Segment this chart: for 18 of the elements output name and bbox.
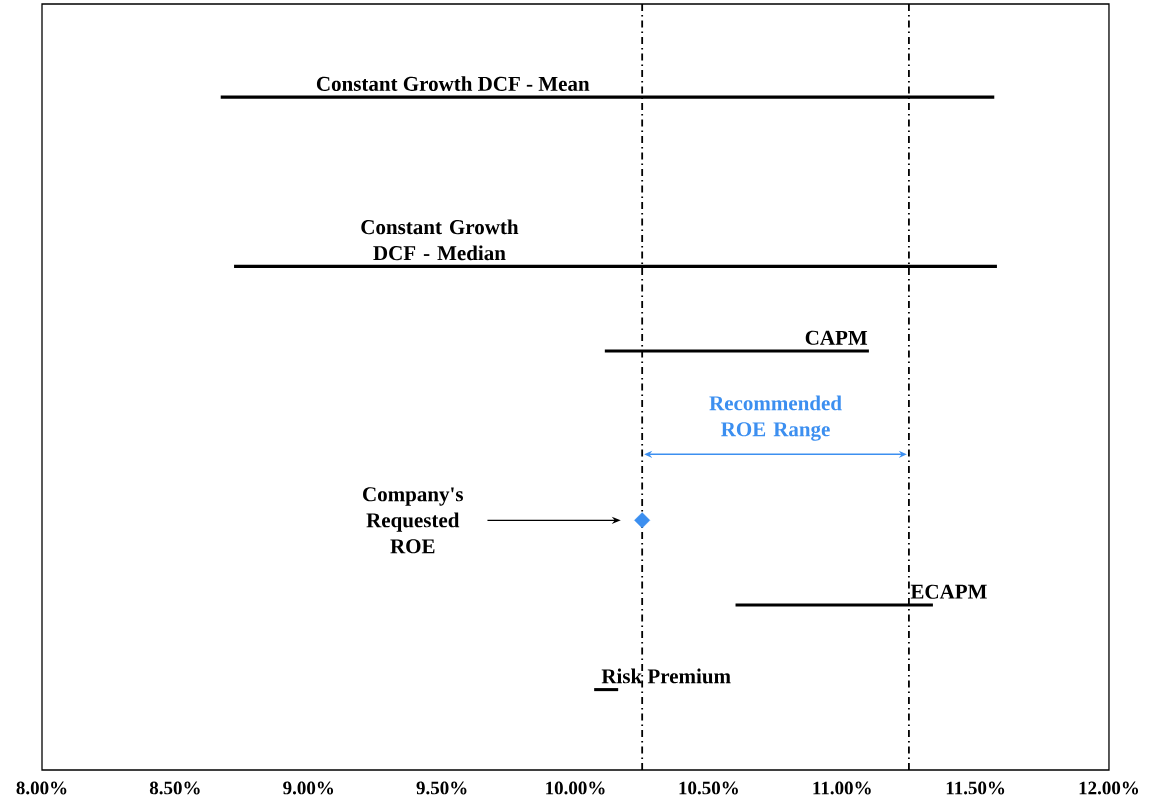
x-tick-label: 10.50% [679,781,738,795]
x-tick-label: 9.50% [416,781,467,795]
y-tick-label: CAPM [805,330,868,345]
y-tick-label: Constant Growth DCF - Mean [316,76,590,91]
bar [594,688,619,692]
x-tick-label: 9.00% [283,781,334,795]
bar [220,95,995,99]
annotation: Recommended ROE Range [709,395,842,441]
x-tick-label: 12.00% [1079,781,1139,795]
x-tick-label: 11.50% [946,781,1005,795]
y-tick-label: ECAPM [910,584,987,599]
x-tick-label: 10.00% [546,781,605,795]
y-tick-label: Constant Growth DCF - Median [361,219,519,261]
y-tick-label: Company's Requested ROE [363,487,464,554]
y-tick-label: Risk Premium [601,668,731,684]
x-tick-label: 11.00% [813,781,871,795]
x-tick-label: 8.00% [16,781,67,795]
x-tick-label: 8.50% [149,781,200,795]
